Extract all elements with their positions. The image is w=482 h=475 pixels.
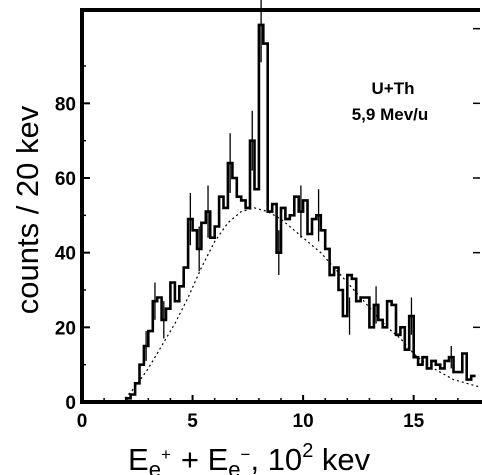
- y-tick-label: 80: [55, 94, 76, 115]
- y-tick-label: 20: [55, 318, 76, 339]
- error-bar-layer: [145, 0, 452, 369]
- x-label-rest: , 10: [250, 442, 302, 475]
- x-label-sub1: e: [149, 457, 161, 475]
- x-label-sup1: +: [161, 445, 171, 464]
- y-axis-label: counts / 20 kev: [10, 105, 45, 314]
- x-tick-label: 5: [187, 411, 198, 432]
- x-tick-label: 10: [293, 411, 314, 432]
- x-tick-label: 15: [403, 411, 425, 432]
- x-label-plus: + E: [181, 442, 228, 475]
- x-label-exponent: 2: [302, 440, 313, 462]
- x-label-e1: E: [128, 442, 149, 475]
- x-axis-label: Ee+ + Ee−, 102 kev: [128, 440, 371, 475]
- x-label-sub2: e: [228, 457, 240, 475]
- tick-layer: 0 5 10 15 0 20 40 60 80: [55, 27, 480, 432]
- histogram-layer: [124, 23, 476, 402]
- y-tick-label: 40: [55, 244, 76, 265]
- x-label-sup2: −: [241, 445, 251, 464]
- y-tick-label: 0: [65, 393, 76, 414]
- plot-frame: [80, 8, 480, 402]
- y-tick-label: 60: [55, 169, 76, 190]
- histogram-line: [124, 23, 476, 402]
- x-label-unit: kev: [313, 442, 370, 475]
- x-tick-label: 0: [77, 411, 88, 432]
- annotation-system: U+Th: [372, 79, 415, 98]
- annotation-energy: 5,9 Mev/u: [352, 105, 429, 124]
